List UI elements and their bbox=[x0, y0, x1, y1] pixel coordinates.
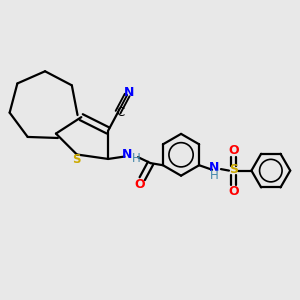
Text: O: O bbox=[228, 185, 239, 198]
Text: H: H bbox=[132, 152, 141, 165]
Text: O: O bbox=[228, 143, 239, 157]
Text: S: S bbox=[73, 153, 81, 167]
Text: N: N bbox=[124, 85, 134, 98]
Text: N: N bbox=[122, 148, 133, 161]
Text: H: H bbox=[210, 169, 219, 182]
Text: N: N bbox=[209, 161, 220, 174]
Text: S: S bbox=[229, 163, 238, 176]
Text: O: O bbox=[134, 178, 145, 190]
Text: C: C bbox=[116, 106, 124, 118]
